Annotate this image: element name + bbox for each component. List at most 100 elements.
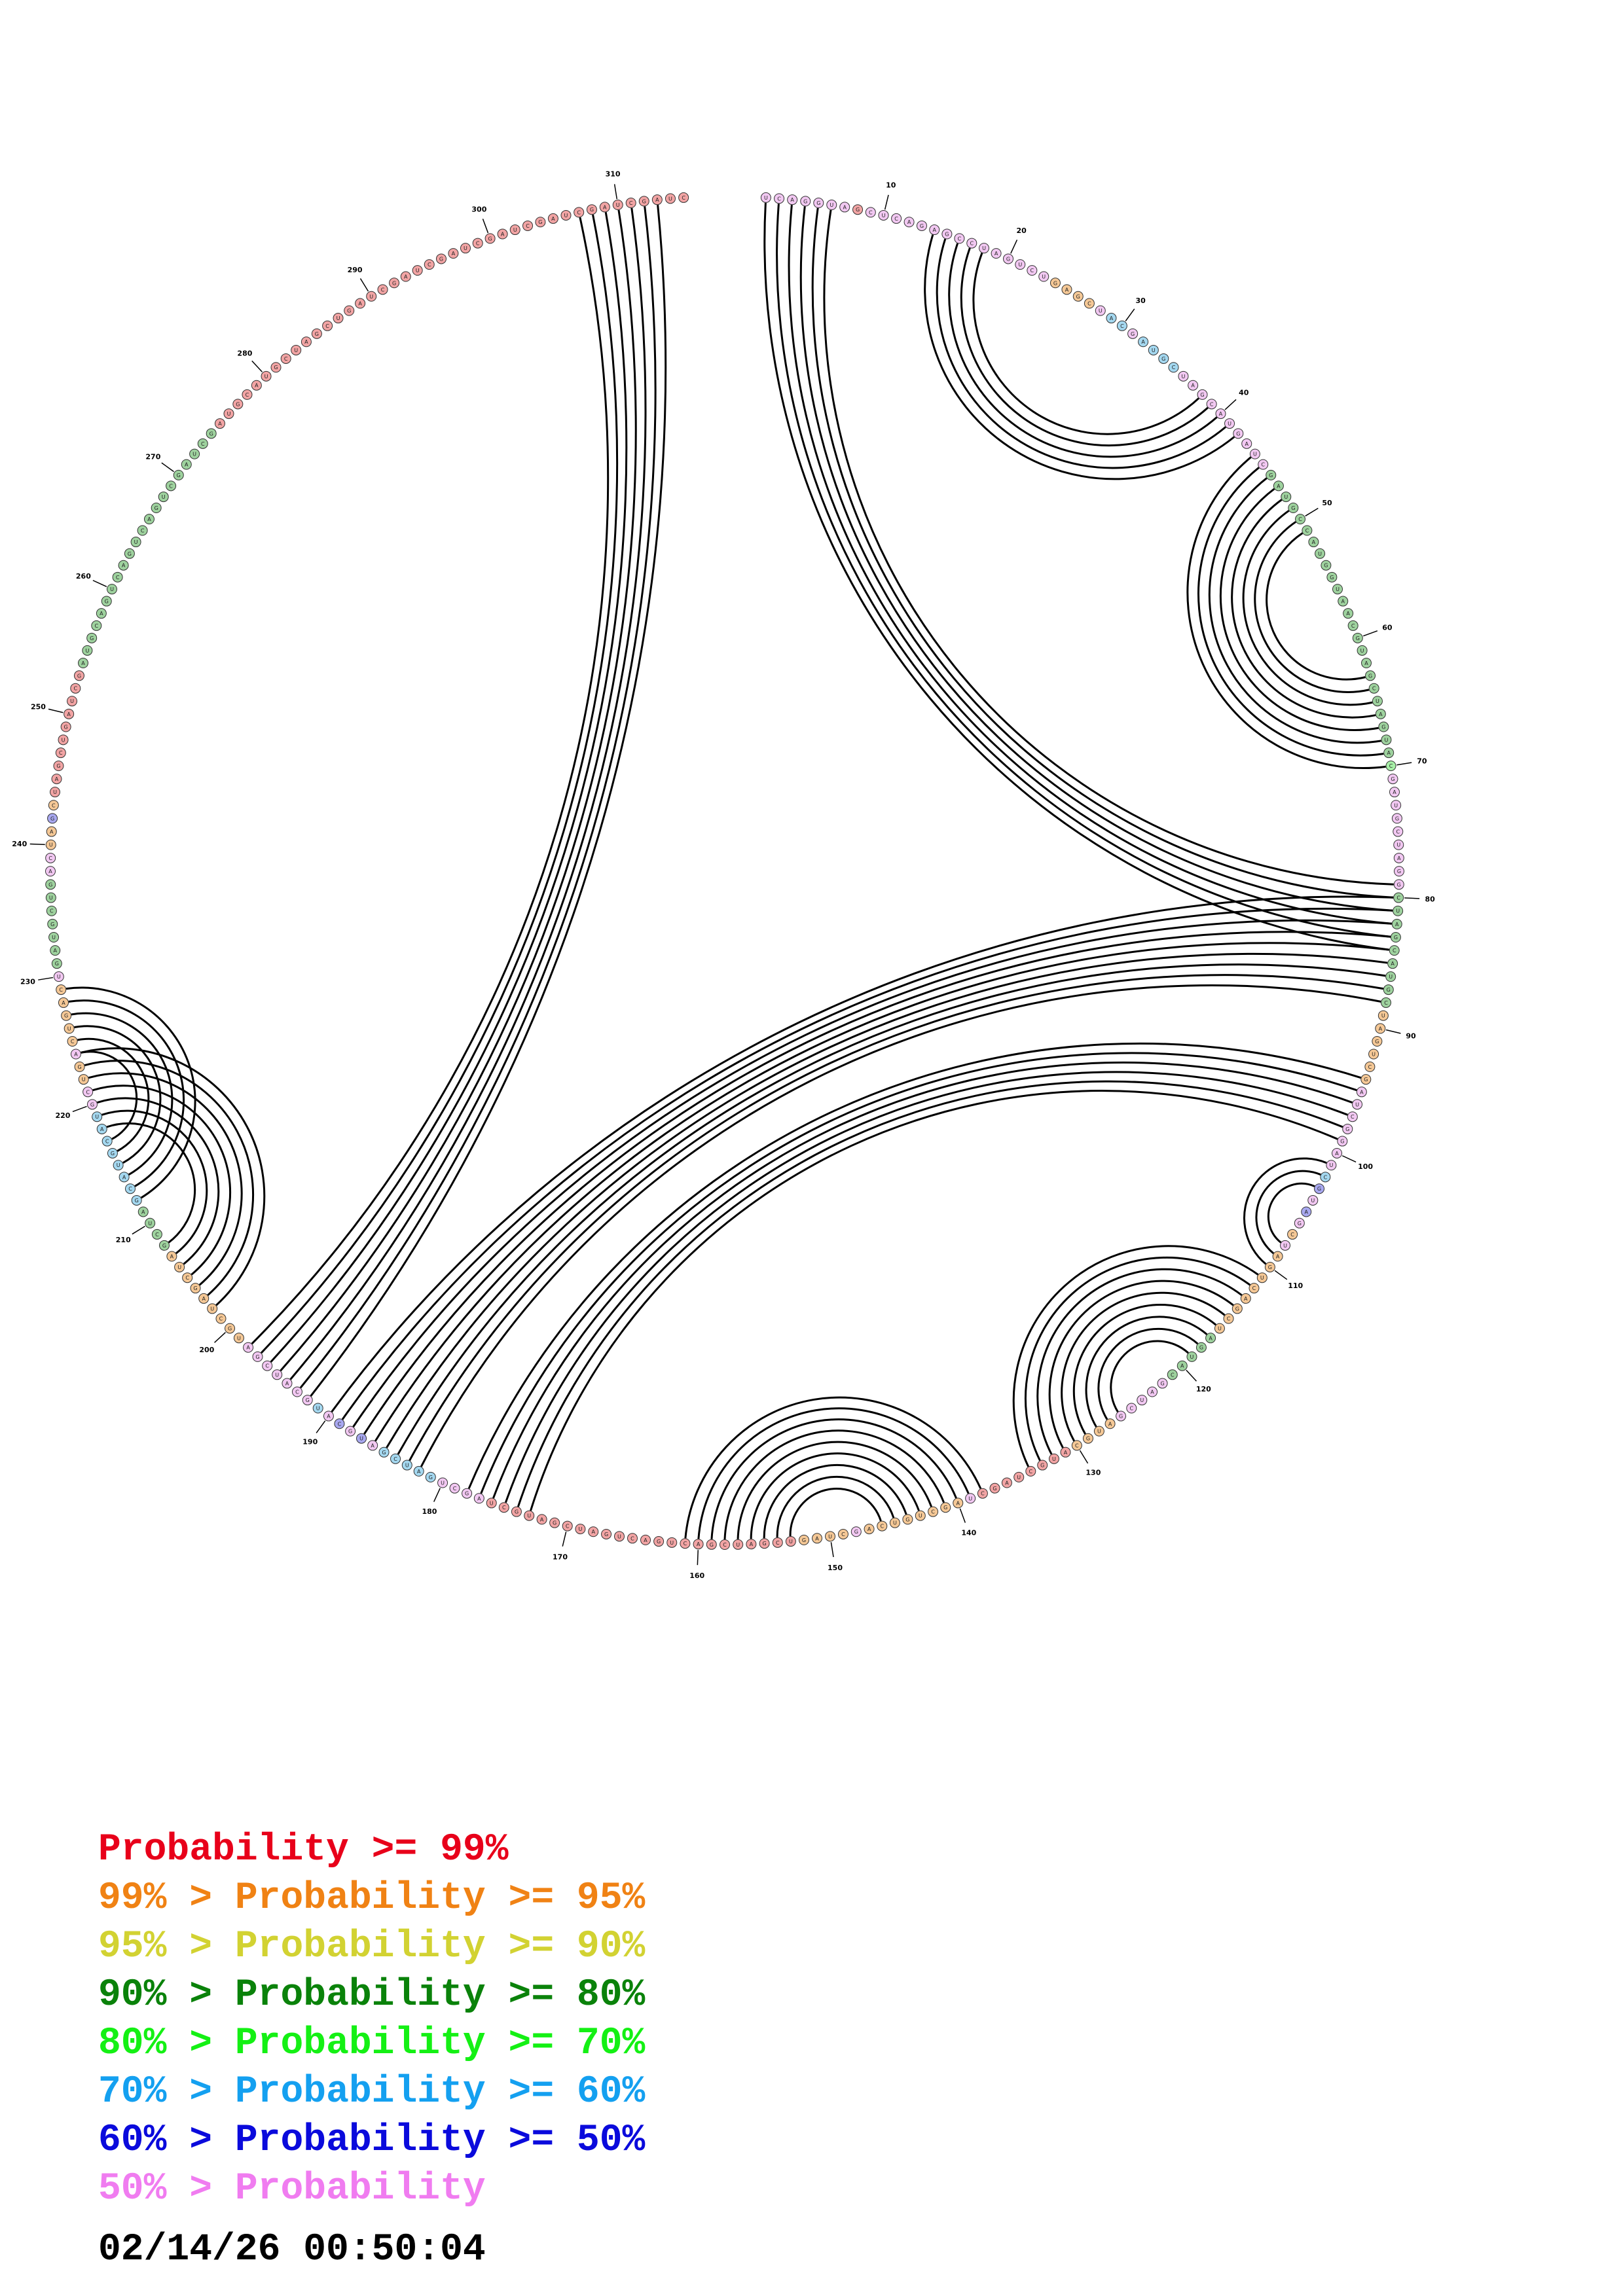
nucleotide-marker (1308, 537, 1319, 548)
nucleotide-marker (1082, 1433, 1093, 1444)
nucleotide-letter: U (1372, 1051, 1376, 1057)
nucleotide-marker (174, 1261, 185, 1272)
nucleotide: C (1381, 997, 1392, 1008)
nucleotide-marker (1116, 1410, 1127, 1422)
nucleotide: G (107, 1147, 118, 1158)
nucleotide-letter: A (1397, 855, 1401, 861)
nucleotide: A (181, 459, 192, 470)
nucleotide: G (1383, 984, 1394, 996)
nucleotide-marker (575, 1524, 586, 1535)
tick-label: 260 (76, 572, 91, 581)
nucleotide-letter: G (1235, 1306, 1239, 1312)
nucleotide: U (979, 243, 990, 254)
nucleotide: A (787, 194, 798, 206)
nucleotide-marker (47, 918, 58, 929)
nucleotide-letter: C (630, 1535, 634, 1541)
nucleotide: G (1314, 1183, 1325, 1194)
nucleotide-letter: C (1030, 268, 1034, 274)
nucleotide: G (60, 721, 71, 732)
nucleotide-letter: C (880, 1524, 884, 1530)
nucleotide-marker (51, 958, 62, 969)
nucleotide-marker (47, 813, 58, 824)
nucleotide-letter: C (1393, 948, 1396, 954)
legend-text: Probability >= 50% (234, 2119, 646, 2162)
nucleotide-marker (1393, 905, 1404, 916)
nucleotide-marker (1106, 313, 1117, 324)
nucleotide: G (1391, 813, 1402, 824)
nucleotide: G (706, 1539, 717, 1550)
nucleotide-marker (1343, 608, 1354, 619)
nucleotide-marker (1391, 918, 1402, 929)
nucleotide-letter: G (429, 1475, 433, 1480)
nucleotide-letter: A (417, 1469, 421, 1475)
nucleotide-marker (158, 1240, 170, 1251)
tick-line (613, 184, 618, 200)
nucleotide-letter: G (515, 1509, 519, 1515)
nucleotide-marker (1176, 1360, 1188, 1371)
nucleotide: A (51, 774, 62, 785)
base-pair-arc (81, 1050, 138, 1140)
nucleotide: U (733, 1539, 744, 1550)
nucleotide-marker (1320, 1172, 1331, 1183)
nucleotide: C (1347, 620, 1359, 631)
nucleotide-marker (64, 708, 75, 719)
base-pair-arc (936, 238, 1227, 469)
nucleotide: A (119, 1172, 130, 1183)
nucleotide-letter: A (1304, 1209, 1308, 1215)
nucleotide-marker (484, 233, 496, 244)
nucleotide-letter: G (64, 1013, 68, 1019)
nucleotide-letter: C (1389, 763, 1393, 769)
nucleotide: G (1157, 1378, 1168, 1389)
legend-text: Probability >= 70% (234, 2022, 646, 2065)
nucleotide-marker (282, 1378, 293, 1389)
nucleotide-marker (67, 1035, 78, 1047)
nucleotide: U (272, 1369, 283, 1380)
nucleotide: C (101, 1136, 113, 1147)
nucleotide-letter: C (841, 1532, 845, 1537)
nucleotide-marker (82, 645, 93, 656)
nucleotide-marker (323, 1410, 334, 1422)
nucleotide-marker (666, 1537, 678, 1548)
nucleotide-letter: C (201, 441, 205, 447)
base-pair-arc (310, 204, 667, 1397)
nucleotide: G (311, 328, 322, 339)
nucleotide-letter: U (1140, 1397, 1144, 1403)
tick-line (1404, 897, 1420, 899)
nucleotide-letter: U (52, 935, 56, 941)
tick-line (1125, 308, 1135, 321)
nucleotide-marker (1381, 997, 1392, 1008)
nucleotide-letter: C (1384, 1000, 1388, 1006)
nucleotide: C (1302, 525, 1313, 536)
nucleotide: U (915, 1510, 926, 1521)
nucleotide-letter: G (255, 1354, 259, 1360)
nucleotide-letter: A (1064, 1450, 1068, 1456)
nucleotide: U (1368, 1049, 1379, 1060)
nucleotide-letter: A (55, 776, 59, 782)
nucleotide: A (1387, 958, 1398, 969)
nucleotide: C (720, 1539, 730, 1550)
nucleotide: C (151, 1229, 162, 1240)
nucleotide-letter: A (1005, 1480, 1009, 1486)
nucleotide-marker (522, 220, 534, 231)
nucleotide: C (977, 1488, 988, 1499)
nucleotide-letter: C (169, 483, 173, 489)
nucleotide-marker (638, 196, 649, 207)
nucleotide-marker (1206, 399, 1217, 410)
nucleotide-letter: C (393, 1456, 397, 1462)
nucleotide: C (678, 192, 689, 203)
nucleotide-letter: A (1110, 315, 1114, 321)
base-pair-arc (750, 1452, 920, 1539)
nucleotide: A (1308, 537, 1319, 548)
nucleotide: A (693, 1539, 704, 1550)
nucleotide: A (536, 1514, 547, 1525)
nucleotide: U (825, 1531, 836, 1542)
base-pair-arc (1012, 1245, 1259, 1467)
nucleotide-marker (53, 761, 64, 772)
nucleotide-marker (706, 1539, 717, 1550)
nucleotide-letter: C (105, 1139, 109, 1145)
legend-text: Probability (234, 2168, 486, 2210)
nucleotide: A (1104, 1418, 1116, 1429)
nucleotide-letter: G (905, 1516, 909, 1522)
base-pair-arc (386, 952, 1388, 1448)
nucleotide: A (77, 658, 88, 669)
